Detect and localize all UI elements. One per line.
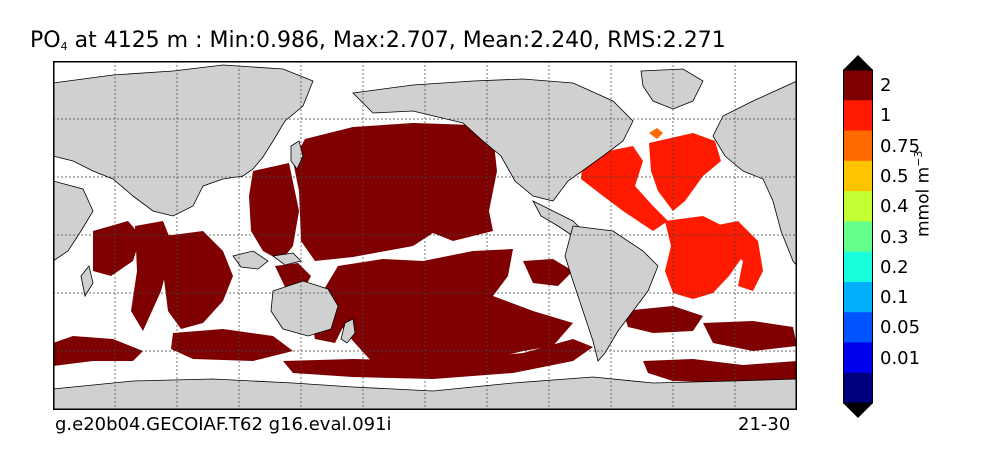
colorbar-tick-label: 2 [880,75,892,97]
colorbar-segment [843,342,873,374]
colorbar-tick-label: 0.75 [880,135,921,157]
colorbar-tick-label: 0.05 [880,317,921,339]
colorbar-segment [843,372,873,404]
colorbar-tick-label: 0.01 [880,347,921,369]
colorbar-tick-label: 0.4 [880,196,909,218]
colorbar-tick-label: 0.2 [880,256,909,278]
run-id-label: g.e20b04.GECOIAF.T62 g16.eval.091i [55,414,392,435]
colorbar-segment [843,221,873,253]
data-field-high [53,123,797,383]
colorbar-segment [843,251,873,283]
colorbar-segment [843,160,873,192]
colorbar-bottom-extend [843,403,873,418]
units-base: mmol m [913,166,934,237]
ocean-map [53,61,797,410]
years-label: 21-30 [738,414,791,435]
title-text: at 4125 m : Min:0.986, Max:2.707, Mean:2… [74,28,726,53]
colorbar-segment [843,130,873,162]
title-subscript: 4 [60,40,68,53]
colorbar-tick-label: 0.3 [880,226,909,248]
colorbar-segment [843,191,873,222]
data-field-atlantic [581,128,763,299]
colorbar-segments [843,69,873,404]
colorbar-segment [843,100,873,132]
colorbar-tick-label: 0.5 [880,165,909,187]
map-gridlines [53,61,797,410]
colorbar-units: mmol m−3 [912,151,934,237]
title-species: PO [30,28,61,53]
colorbar-segment [843,70,873,101]
colorbar-top-extend [843,55,873,70]
colorbar-tick-label: 0.1 [880,287,909,309]
colorbar-segment [843,312,873,343]
colorbar-tick-label: 1 [880,105,892,127]
map-frame [53,61,797,410]
colorbar [843,55,873,418]
colorbar-segment [843,281,873,313]
plot-title: PO4 at 4125 m : Min:0.986, Max:2.707, Me… [30,28,726,53]
units-exponent: −3 [912,150,925,167]
